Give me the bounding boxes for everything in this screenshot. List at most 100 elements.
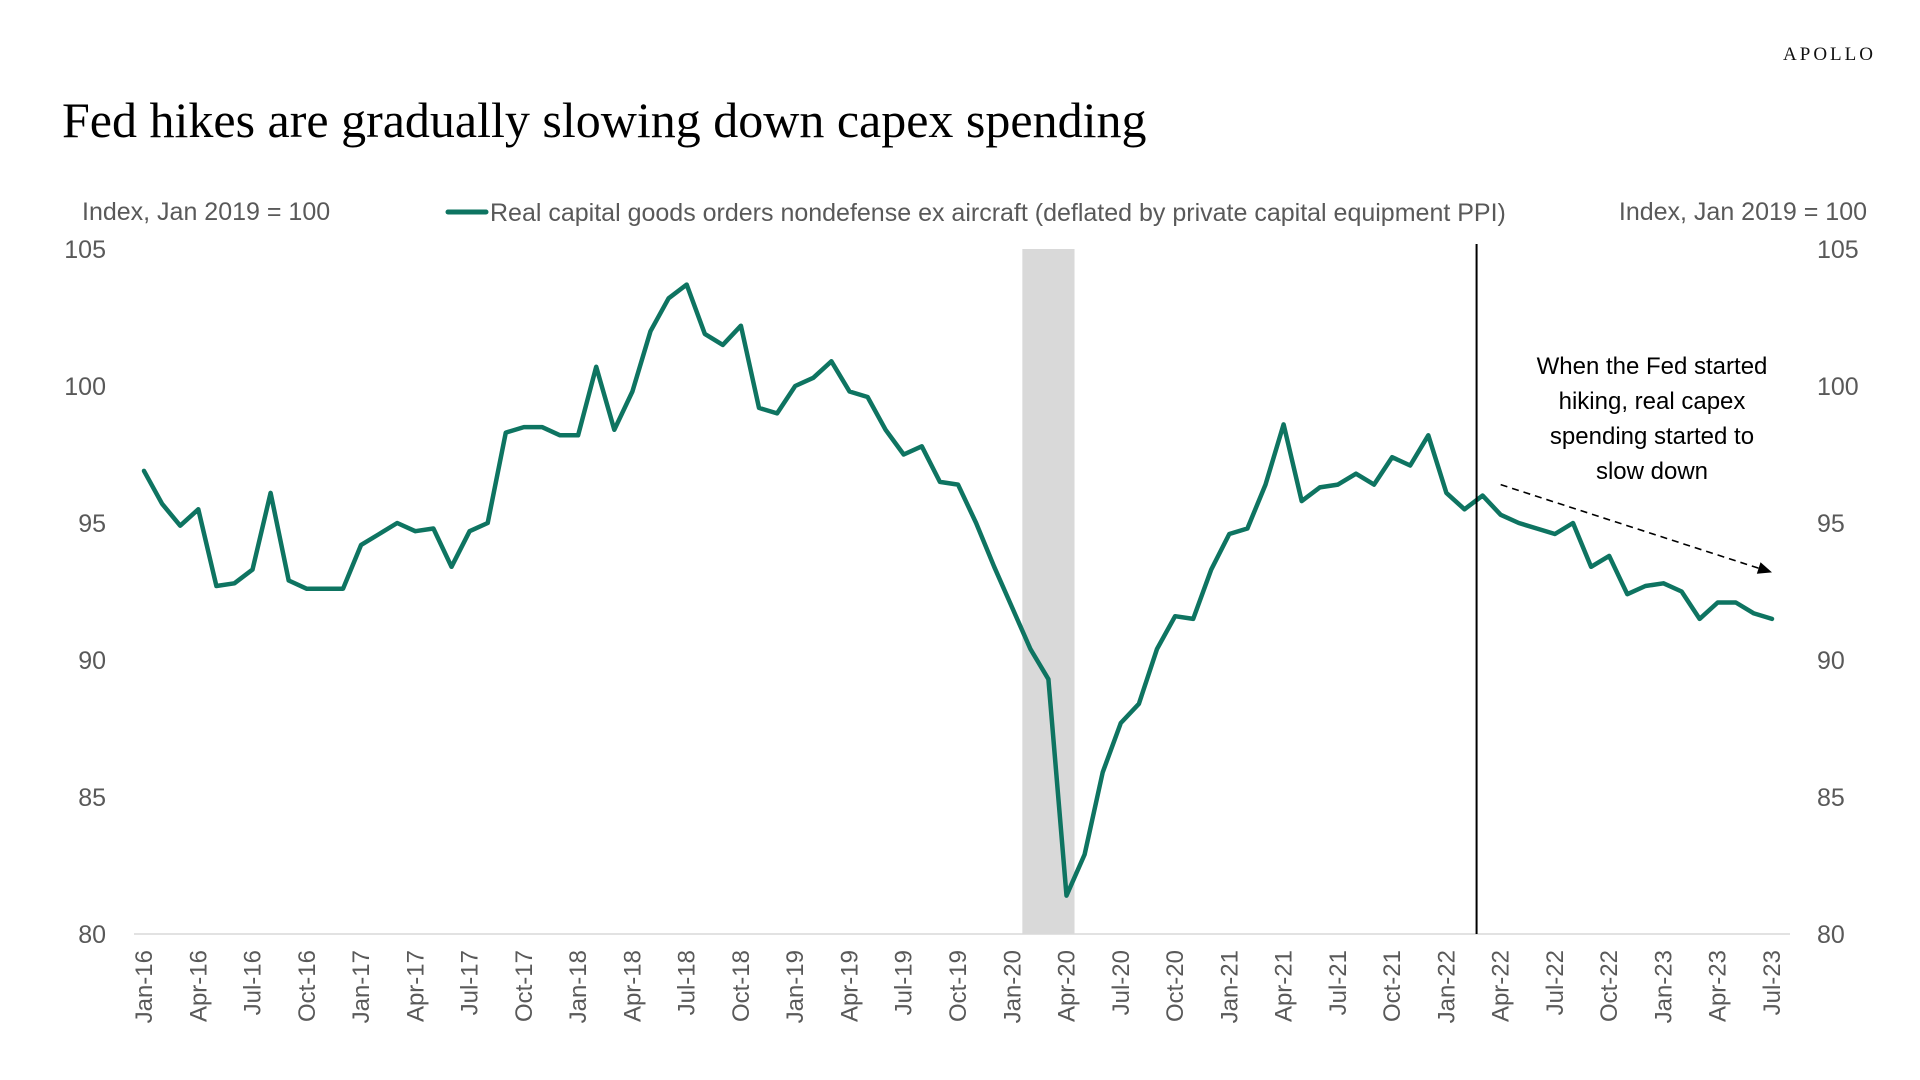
- data-point: [1372, 483, 1376, 487]
- data-point: [829, 359, 833, 363]
- x-tick-label: Jan-23: [1650, 950, 1677, 1023]
- data-point: [1680, 590, 1684, 594]
- data-point: [1245, 526, 1249, 530]
- data-point: [251, 568, 255, 572]
- data-point: [1264, 483, 1268, 487]
- x-tick-label: Jan-20: [999, 950, 1026, 1023]
- x-tick-label: Jan-16: [131, 950, 158, 1023]
- data-point: [1408, 463, 1412, 467]
- data-point: [1119, 721, 1123, 725]
- x-tick-label: Jan-22: [1433, 950, 1460, 1023]
- x-tick-label: Oct-19: [945, 950, 972, 1022]
- data-point: [269, 491, 273, 495]
- data-point: [1191, 617, 1195, 621]
- series-layer: [141, 282, 1775, 898]
- y-tick-label-right: 100: [1817, 373, 1859, 401]
- data-point: [558, 433, 562, 437]
- data-point: [1010, 606, 1014, 610]
- y-tick-label-right: 85: [1817, 784, 1845, 812]
- x-tick-label: Oct-16: [294, 950, 321, 1022]
- data-point: [775, 411, 779, 415]
- x-tick-label: Oct-21: [1379, 950, 1406, 1022]
- data-point: [630, 389, 634, 393]
- data-point: [359, 543, 363, 547]
- x-tick-label: Jul-18: [674, 950, 701, 1015]
- annotation-text: slow down: [1596, 458, 1708, 485]
- data-point: [938, 480, 942, 484]
- data-point: [1318, 485, 1322, 489]
- x-tick-label: Oct-17: [511, 950, 538, 1022]
- y-tick-label-left: 105: [64, 236, 106, 264]
- y-tick-label-left: 85: [78, 784, 106, 812]
- data-point: [1300, 499, 1304, 503]
- data-point: [1065, 894, 1069, 898]
- data-point: [847, 389, 851, 393]
- trend-arrow-head: [1756, 562, 1772, 574]
- series-line: [141, 282, 1775, 898]
- data-point: [956, 483, 960, 487]
- x-tick-label: Apr-22: [1488, 950, 1515, 1022]
- data-point: [1698, 617, 1702, 621]
- x-tick-label: Apr-23: [1705, 950, 1732, 1022]
- data-point: [612, 428, 616, 432]
- data-point: [884, 428, 888, 432]
- data-point: [1499, 513, 1503, 517]
- data-point: [287, 579, 291, 583]
- data-point: [413, 529, 417, 533]
- data-point: [178, 524, 182, 528]
- data-point: [1101, 770, 1105, 774]
- data-point: [685, 283, 689, 287]
- data-point: [721, 343, 725, 347]
- trend-arrow: [1500, 483, 1763, 571]
- data-point: [431, 526, 435, 530]
- x-tick-label: Jan-17: [348, 950, 375, 1023]
- y-tick-label-left: 95: [78, 510, 106, 538]
- y-tick-label-left: 80: [78, 921, 106, 949]
- data-point: [1535, 526, 1539, 530]
- right-axis-label: Index, Jan 2019 = 100: [1619, 198, 1867, 226]
- data-point: [1752, 611, 1756, 615]
- y-tick-label-right: 105: [1817, 236, 1859, 264]
- data-point: [1426, 433, 1430, 437]
- data-point: [1643, 584, 1647, 588]
- data-point: [196, 507, 200, 511]
- annotation-text: When the Fed started: [1537, 353, 1768, 380]
- recession-shading: [1022, 249, 1075, 934]
- data-point: [1462, 507, 1466, 511]
- x-tick-label: Apr-19: [836, 950, 863, 1022]
- brand-logo: APOLLO: [1783, 44, 1876, 65]
- data-point: [341, 587, 345, 591]
- annotation-text: hiking, real capex: [1559, 388, 1746, 415]
- data-point: [1282, 422, 1286, 426]
- data-point: [1625, 592, 1629, 596]
- y-tick-label-left: 100: [64, 373, 106, 401]
- data-point: [648, 329, 652, 333]
- axes-layer: 80 80 85 85 90 90 95 95 100 100 105 105 Jan-16 Apr-16…: [64, 236, 1858, 1023]
- data-point: [992, 565, 996, 569]
- data-point: [1227, 532, 1231, 536]
- x-tick-label: Oct-20: [1162, 950, 1189, 1022]
- data-point: [1137, 702, 1141, 706]
- data-point: [902, 453, 906, 457]
- x-tick-label: Jul-21: [1325, 950, 1352, 1015]
- x-tick-label: Jan-21: [1216, 950, 1243, 1023]
- x-tick-label: Jul-20: [1108, 950, 1135, 1015]
- data-point: [793, 384, 797, 388]
- annotation-text: spending started to: [1550, 423, 1754, 450]
- data-point: [1173, 614, 1177, 618]
- data-point: [323, 587, 327, 591]
- data-point: [486, 521, 490, 525]
- data-point: [305, 587, 309, 591]
- x-tick-label: Apr-18: [619, 950, 646, 1022]
- data-point: [1607, 554, 1611, 558]
- data-point: [576, 433, 580, 437]
- data-point: [142, 469, 146, 473]
- legend-series-label: Real capital goods orders nondefense ex …: [490, 199, 1506, 227]
- x-tick-label: Apr-16: [185, 950, 212, 1022]
- shading-layer: [1022, 249, 1075, 934]
- x-tick-label: Jul-17: [457, 950, 484, 1015]
- x-tick-label: Jul-16: [240, 950, 267, 1015]
- data-point: [757, 406, 761, 410]
- data-point: [739, 324, 743, 328]
